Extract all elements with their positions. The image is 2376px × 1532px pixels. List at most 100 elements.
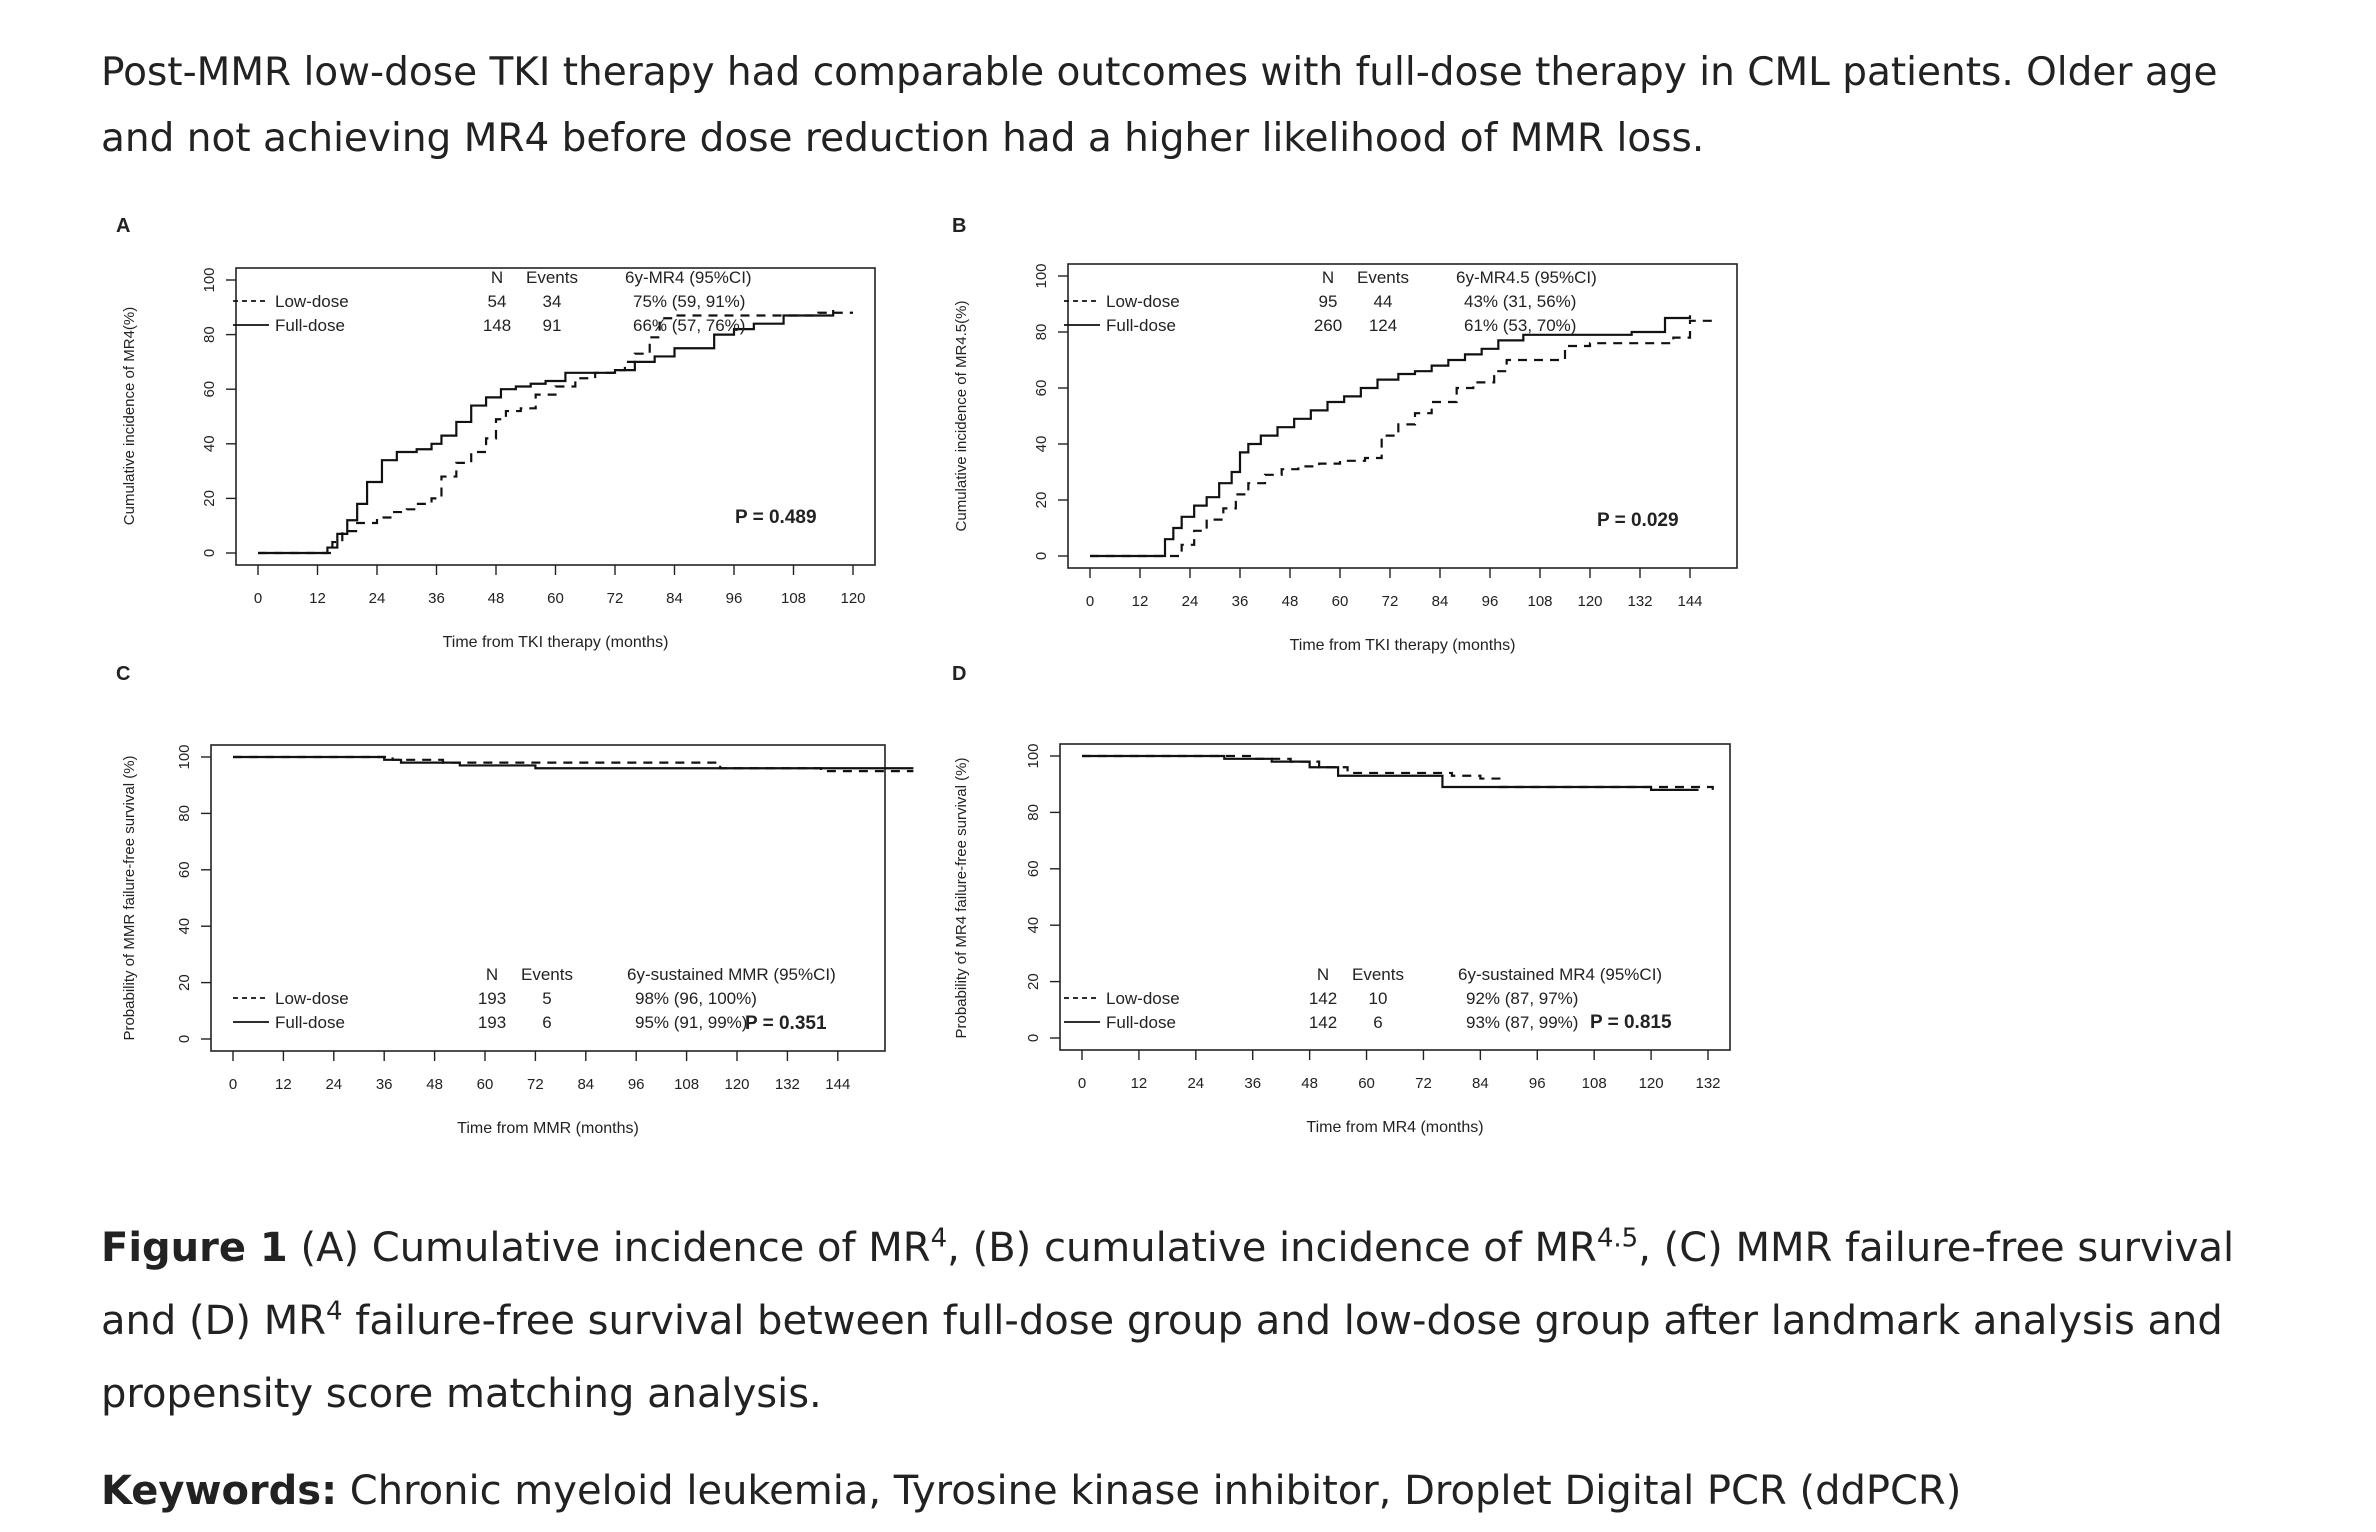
legend-estimate: 95% (91, 99%) xyxy=(635,1013,747,1032)
x-tick-label: 0 xyxy=(1078,1075,1086,1092)
y-tick-label: 80 xyxy=(1025,804,1042,821)
y-axis-title: Cumulative incidence of MR4.5(%) xyxy=(953,301,970,532)
x-tick-label: 72 xyxy=(607,590,624,607)
x-tick-label: 12 xyxy=(1132,593,1149,610)
legend-estimate: 98% (96, 100%) xyxy=(635,989,757,1008)
keywords: Keywords: Chronic myeloid leukemia, Tyro… xyxy=(101,1458,2301,1524)
y-axis-title: Cumulative incidence of MR4(%) xyxy=(121,307,138,525)
intro-text: Post-MMR low-dose TKI therapy had compar… xyxy=(101,50,2218,161)
x-tick-label: 72 xyxy=(1415,1075,1432,1092)
x-tick-label: 120 xyxy=(1577,593,1602,610)
legend-header-n: N xyxy=(1322,268,1334,287)
x-tick-label: 108 xyxy=(1527,593,1552,610)
caption-sup-2: 4.5 xyxy=(1596,1223,1639,1254)
x-tick-label: 36 xyxy=(428,590,445,607)
caption-part-1: (A) Cumulative incidence of MR xyxy=(300,1225,931,1271)
y-tick-label: 0 xyxy=(176,1035,193,1043)
x-tick-label: 24 xyxy=(369,590,386,607)
x-tick-label: 96 xyxy=(1529,1075,1546,1092)
legend-header-n: N xyxy=(486,965,498,984)
legend-n: 54 xyxy=(488,292,507,311)
caption-sup-1: 4 xyxy=(930,1223,948,1254)
y-tick-label: 100 xyxy=(1033,263,1050,288)
y-tick-label: 60 xyxy=(201,381,218,398)
x-tick-label: 60 xyxy=(1332,593,1349,610)
x-tick-label: 0 xyxy=(1086,593,1094,610)
legend-header-events: Events xyxy=(521,965,573,984)
y-tick-label: 60 xyxy=(1033,380,1050,397)
x-axis-title: Time from TKI therapy (months) xyxy=(443,634,669,651)
series-low-dosecurve xyxy=(1090,319,1715,558)
legend-estimate: 61% (53, 70%) xyxy=(1464,316,1576,335)
x-tick-label: 0 xyxy=(229,1076,237,1093)
x-tick-label: 60 xyxy=(547,590,564,607)
legend-events: 10 xyxy=(1369,989,1388,1008)
figure-caption: Figure 1 (A) Cumulative incidence of MR4… xyxy=(101,1212,2301,1431)
series-low-dosecurve xyxy=(1082,754,1714,790)
panel-letter: B xyxy=(952,215,966,237)
y-tick-label: 40 xyxy=(176,918,193,935)
x-tick-label: 132 xyxy=(1627,593,1652,610)
x-tick-label: 0 xyxy=(254,590,262,607)
series-low-dosecurve xyxy=(258,311,853,555)
figure: A 0 20 40 60 80 100 0 12 24 36 48 60 72 84 96 108 120 Time… xyxy=(100,200,1820,1160)
x-tick-label: 12 xyxy=(1131,1075,1148,1092)
legend-estimate: 43% (31, 56%) xyxy=(1464,292,1576,311)
x-tick-label: 48 xyxy=(488,590,505,607)
y-tick-label: 60 xyxy=(176,861,193,878)
x-axis-title: Time from MR4 (months) xyxy=(1306,1119,1483,1136)
p-value: P = 0.029 xyxy=(1597,510,1679,531)
legend-header-events: Events xyxy=(1357,268,1409,287)
legend-header-estimate: 6y-MR4.5 (95%CI) xyxy=(1456,268,1597,287)
legend-events: 6 xyxy=(542,1013,551,1032)
x-tick-label: 48 xyxy=(426,1076,443,1093)
legend-series-name: Low-dose xyxy=(275,989,349,1008)
panel-a: A 0 20 40 60 80 100 0 12 24 36 48 60 72 84 96 108 120 Time… xyxy=(116,215,876,651)
panel-b: B 0 20 40 60 80 100 0 12 24 36 48 60 72 84 96 108 120 132 1… xyxy=(952,215,1738,654)
legend-header-estimate: 6y-sustained MMR (95%CI) xyxy=(627,965,836,984)
x-tick-label: 132 xyxy=(775,1076,800,1093)
y-tick-label: 0 xyxy=(1033,552,1050,560)
y-tick-label: 20 xyxy=(1025,973,1042,990)
caption-sup-3: 4 xyxy=(326,1296,343,1327)
legend-events: 124 xyxy=(1369,316,1397,335)
x-tick-label: 108 xyxy=(1582,1075,1607,1092)
x-tick-label: 12 xyxy=(309,590,326,607)
legend-series-name: Low-dose xyxy=(1106,989,1180,1008)
y-tick-label: 80 xyxy=(201,326,218,343)
legend-estimate: 75% (59, 91%) xyxy=(633,292,745,311)
legend-header-n: N xyxy=(491,268,503,287)
x-tick-label: 24 xyxy=(325,1076,342,1093)
legend-n: 260 xyxy=(1314,316,1342,335)
caption-part-4: failure-free survival between full-dose … xyxy=(101,1298,2223,1417)
caption-part-2: , (B) cumulative incidence of MR xyxy=(947,1225,1597,1271)
legend-n: 142 xyxy=(1309,1013,1337,1032)
x-tick-label: 144 xyxy=(825,1076,850,1093)
y-tick-label: 40 xyxy=(1033,436,1050,453)
y-tick-label: 100 xyxy=(176,744,193,769)
panel-c: C 0 20 40 60 80 100 0 12 24 36 48 60 72 84 96 108 120 132 1… xyxy=(116,663,914,1137)
x-tick-label: 48 xyxy=(1282,593,1299,610)
legend-header-estimate: 6y-MR4 (95%CI) xyxy=(625,268,752,287)
x-tick-label: 132 xyxy=(1695,1075,1720,1092)
legend-n: 193 xyxy=(478,989,506,1008)
x-tick-label: 12 xyxy=(275,1076,292,1093)
keywords-label: Keywords: xyxy=(101,1468,338,1514)
x-tick-label: 84 xyxy=(1432,593,1449,610)
p-value: P = 0.489 xyxy=(735,507,817,528)
x-tick-label: 96 xyxy=(628,1076,645,1093)
y-axis-title: Probability of MR4 failure-free survival… xyxy=(953,758,970,1039)
x-tick-label: 108 xyxy=(781,590,806,607)
y-tick-label: 20 xyxy=(201,490,218,507)
p-value: P = 0.815 xyxy=(1590,1012,1672,1033)
x-tick-label: 72 xyxy=(1382,593,1399,610)
x-tick-label: 120 xyxy=(724,1076,749,1093)
panel-d: D 0 20 40 60 80 100 0 12 24 36 48 60 72 84 96 108 120 132 T… xyxy=(952,663,1731,1136)
legend-n: 142 xyxy=(1309,989,1337,1008)
y-tick-label: 100 xyxy=(1025,743,1042,768)
panel-letter: A xyxy=(116,215,130,237)
x-tick-label: 96 xyxy=(1482,593,1499,610)
x-tick-label: 60 xyxy=(477,1076,494,1093)
x-tick-label: 24 xyxy=(1182,593,1199,610)
panel-letter: C xyxy=(116,663,130,685)
